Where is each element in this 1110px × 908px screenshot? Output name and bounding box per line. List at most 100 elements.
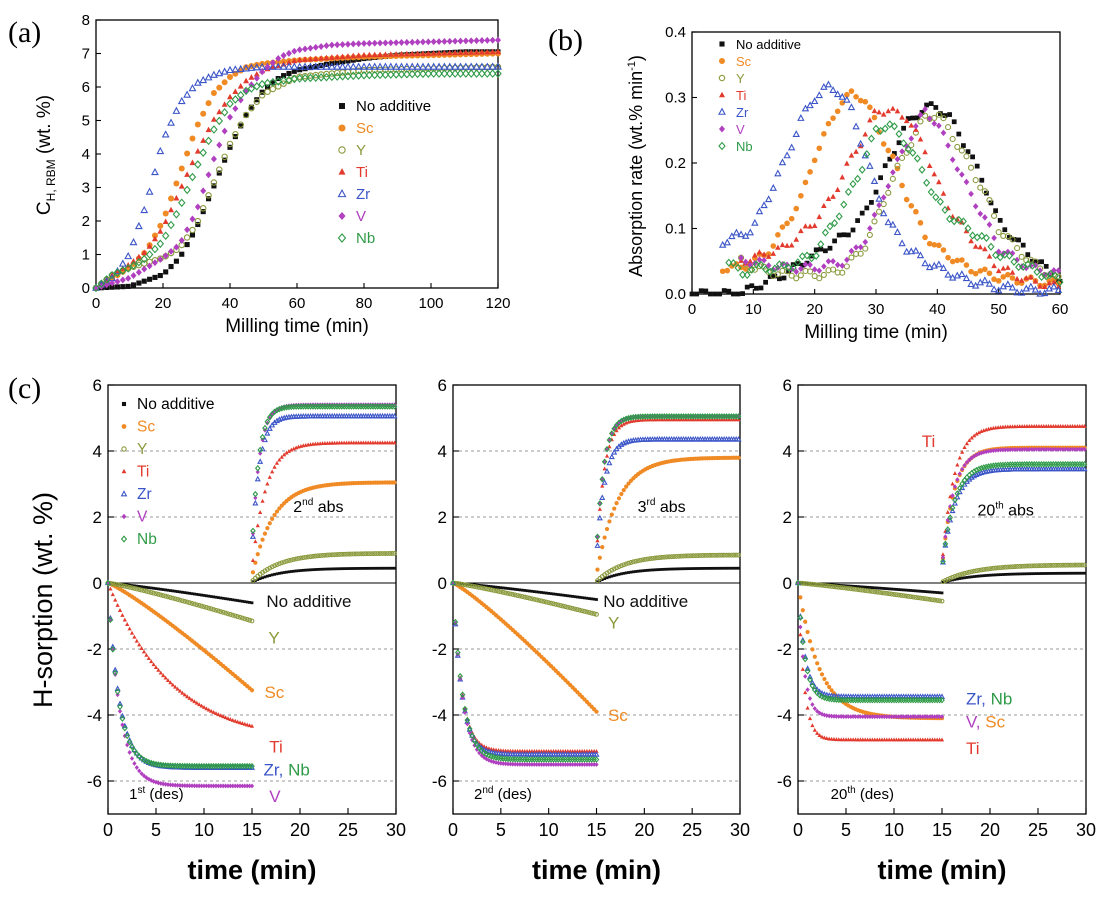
data-point-v xyxy=(194,783,199,789)
data-point-v xyxy=(950,493,955,498)
data-point-sc xyxy=(626,481,631,486)
data-point-no-additive xyxy=(465,582,469,586)
data-point-no-additive xyxy=(364,566,368,570)
data-point-v xyxy=(146,262,153,270)
y-tick-label: 0.2 xyxy=(665,155,686,172)
data-point-v xyxy=(249,783,255,789)
data-point-zr xyxy=(760,201,768,209)
data-point-v xyxy=(738,254,744,261)
data-point-no-additive xyxy=(880,586,884,590)
data-point-v xyxy=(339,41,346,48)
data-point-zr xyxy=(317,62,326,70)
data-point-no-additive xyxy=(321,567,324,571)
legend-marker-sc xyxy=(338,124,346,132)
data-point-no-additive xyxy=(1054,571,1058,575)
data-point-y xyxy=(387,551,393,556)
data-point-ti xyxy=(221,101,228,107)
data-point-y xyxy=(1055,273,1062,280)
data-point-v xyxy=(802,261,809,268)
data-point-v xyxy=(972,453,977,459)
data-point-no-additive xyxy=(121,583,124,586)
data-point-ti xyxy=(178,183,185,189)
data-point-y xyxy=(966,569,972,575)
series-nb xyxy=(105,403,398,770)
data-point-no-additive xyxy=(222,157,228,163)
data-point-ti xyxy=(1009,269,1016,275)
data-point-no-additive xyxy=(535,590,539,594)
data-point-no-additive xyxy=(651,568,654,572)
data-point-y xyxy=(281,559,287,565)
data-point-no-additive xyxy=(494,585,498,589)
data-point-zr xyxy=(1045,284,1053,292)
data-point-no-additive xyxy=(161,588,165,591)
data-point-y xyxy=(802,581,808,587)
data-point-nb xyxy=(440,69,449,78)
data-point-zr xyxy=(930,261,938,269)
data-point-ti xyxy=(328,54,335,60)
data-point-nb xyxy=(119,266,127,275)
x-tick-label: 5 xyxy=(151,820,161,840)
data-point-zr xyxy=(875,194,883,202)
data-point-v xyxy=(221,127,228,135)
data-point-no-additive xyxy=(316,568,320,571)
data-point-no-additive xyxy=(727,566,731,570)
data-point-y xyxy=(642,556,648,562)
data-point-y xyxy=(351,551,357,557)
data-point-y xyxy=(269,564,275,570)
data-point-nb xyxy=(264,418,271,425)
series-v xyxy=(795,446,1087,720)
data-point-no-additive xyxy=(660,568,664,571)
data-point-nb xyxy=(785,263,793,272)
data-point-nb xyxy=(949,504,956,512)
data-point-zr xyxy=(402,62,411,70)
data-point-sc xyxy=(913,208,919,215)
data-point-no-additive xyxy=(672,567,676,571)
data-point-y xyxy=(981,567,987,572)
data-point-v xyxy=(824,713,829,718)
y-tick-label: -4 xyxy=(432,706,447,725)
data-point-nb xyxy=(281,404,287,412)
data-point-nb xyxy=(1056,278,1064,287)
series-y xyxy=(450,552,742,617)
data-point-ti xyxy=(232,88,239,94)
data-point-y xyxy=(618,563,624,569)
data-point-nb xyxy=(135,257,143,267)
data-point-zr xyxy=(435,62,443,70)
data-point-y xyxy=(218,609,224,615)
x-tick-label: 25 xyxy=(682,820,702,840)
data-point-v xyxy=(894,714,899,720)
data-point-zr xyxy=(948,273,957,281)
data-point-no-additive xyxy=(307,65,313,71)
data-point-v xyxy=(170,782,175,788)
data-point-ti xyxy=(209,708,214,713)
data-point-no-additive xyxy=(1044,572,1048,575)
data-point-v xyxy=(1000,447,1006,453)
data-point-y xyxy=(647,556,653,562)
data-point-y xyxy=(339,551,345,557)
data-point-no-additive xyxy=(850,227,856,233)
data-point-no-additive xyxy=(892,587,896,591)
data-point-no-additive xyxy=(575,595,579,599)
data-point-v xyxy=(943,534,948,540)
legend-marker-y xyxy=(338,146,346,154)
data-point-ti xyxy=(163,675,168,680)
series-annotation: Zr, Nb xyxy=(966,690,1012,709)
data-point-nb xyxy=(403,69,411,79)
data-point-no-additive xyxy=(904,588,908,592)
data-point-no-additive xyxy=(178,590,182,594)
data-point-sc xyxy=(392,480,397,485)
data-point-nb xyxy=(780,260,788,270)
data-point-nb xyxy=(863,150,871,159)
data-point-ti xyxy=(1014,275,1020,282)
data-point-ti xyxy=(765,253,772,259)
data-point-nb xyxy=(954,490,961,497)
data-point-y xyxy=(1009,236,1016,243)
data-point-no-additive xyxy=(238,123,244,129)
data-point-nb xyxy=(262,424,268,432)
data-point-zr xyxy=(257,458,264,464)
data-point-zr xyxy=(343,62,352,70)
data-point-nb xyxy=(381,70,390,80)
data-point-zr xyxy=(445,62,454,70)
data-point-nb xyxy=(895,129,903,139)
x-tick-label: 15 xyxy=(242,820,262,840)
